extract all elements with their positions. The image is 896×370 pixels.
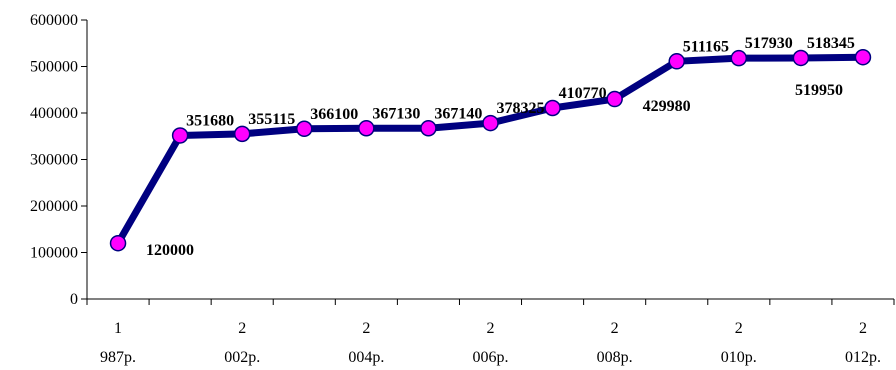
y-tick-label: 500000 bbox=[30, 59, 78, 76]
data-label: 517930 bbox=[745, 35, 793, 52]
data-label: 378325 bbox=[497, 100, 545, 117]
data-label: 120000 bbox=[146, 242, 194, 259]
data-point bbox=[668, 53, 685, 70]
x-tick-label: 010р. bbox=[721, 349, 757, 366]
data-label: 511165 bbox=[683, 38, 729, 55]
x-axis: 1 987р. 2 002р. 2 004р. 2 006р. 2 008р. 2 010р. 2 012… bbox=[86, 298, 895, 366]
data-label: 518345 bbox=[807, 35, 855, 52]
y-tick-label: 0 bbox=[70, 291, 78, 308]
data-point bbox=[420, 120, 437, 137]
x-tick-label: 008р. bbox=[597, 349, 633, 366]
data-label: 355115 bbox=[248, 111, 295, 128]
data-label: 429980 bbox=[643, 98, 691, 115]
x-tick-label: 012р. bbox=[845, 349, 881, 366]
y-tick-label: 400000 bbox=[30, 105, 78, 122]
x-tick-label: 002р. bbox=[224, 349, 260, 366]
data-label: 367140 bbox=[434, 105, 482, 122]
y-tick-label: 600000 bbox=[30, 12, 78, 29]
data-point bbox=[296, 120, 313, 138]
data-label: 410770 bbox=[559, 85, 607, 102]
x-tick-label: 2 bbox=[238, 320, 246, 337]
x-tick-label: 2 bbox=[487, 320, 495, 337]
data-point bbox=[854, 48, 872, 66]
y-axis: 0 100000 200000 300000 400000 500000 600000 bbox=[30, 12, 88, 308]
data-point bbox=[792, 49, 810, 67]
y-tick-label: 100000 bbox=[30, 245, 78, 262]
data-point bbox=[730, 49, 748, 67]
data-point bbox=[606, 90, 623, 108]
data-point bbox=[544, 99, 561, 117]
data-labels: 120000 351680 355115 366100 367130 367140 3783… bbox=[146, 35, 855, 259]
data-label: 351680 bbox=[186, 112, 234, 129]
data-point bbox=[171, 127, 189, 144]
series-line bbox=[109, 48, 872, 252]
data-label: 367130 bbox=[372, 105, 420, 122]
x-tick-label: 2 bbox=[362, 320, 370, 337]
x-tick-label: 987р. bbox=[100, 349, 136, 366]
x-tick-label: 2 bbox=[735, 320, 743, 337]
data-point bbox=[358, 120, 375, 137]
data-point bbox=[109, 234, 127, 252]
y-tick-label: 200000 bbox=[30, 198, 78, 215]
x-tick-label: 1 bbox=[114, 320, 122, 337]
series-line-path bbox=[114, 53, 867, 247]
x-tick-label: 2 bbox=[611, 320, 619, 337]
data-label: 366100 bbox=[310, 106, 358, 123]
data-point bbox=[482, 114, 499, 132]
x-tick-label: 2 bbox=[859, 320, 867, 337]
x-tick-label: 004р. bbox=[348, 349, 384, 366]
data-point bbox=[233, 125, 251, 143]
y-tick-label: 300000 bbox=[30, 152, 78, 169]
data-label: 519950 bbox=[795, 82, 843, 99]
x-tick-label: 006р. bbox=[473, 349, 509, 366]
